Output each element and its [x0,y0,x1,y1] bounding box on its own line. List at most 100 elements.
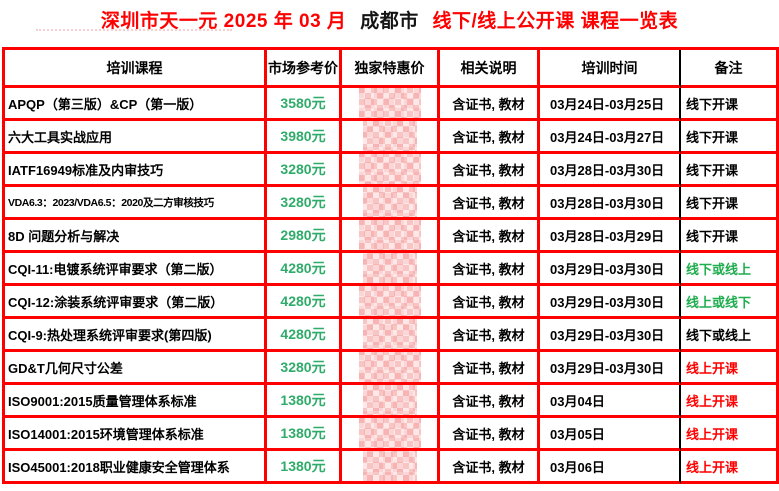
censored-price-blur [358,286,421,316]
special-price-cell [342,121,440,154]
censored-price-blur [358,352,421,382]
market-price-cell: 1380元 [267,385,342,418]
title-org-date: 深圳市天一元 2025 年 03 月 [100,11,347,32]
description-cell: 含证书, 教材 [440,352,540,385]
table-row: GD&T几何尺寸公差 3280元 含证书, 教材 03月29日-03月30日 线… [5,352,779,385]
course-name-cell: CQI-11:电镀系统评审要求（第二版） [5,253,267,286]
remark-cell: 线下开课 [681,88,779,121]
remark-cell: 线下或线上 [681,253,779,286]
censored-price-blur [358,220,421,250]
special-price-cell [342,385,440,418]
special-price-cell [342,286,440,319]
market-price-cell: 1380元 [267,451,342,484]
special-price-cell [342,88,440,121]
table-row: VDA6.3：2023/VDA6.5：2020及二方审核技巧 3280元 含证书… [5,187,779,220]
header-special-price: 独家特惠价 [342,50,440,88]
remark-cell: 线下开课 [681,154,779,187]
training-time-cell: 03月29日-03月30日 [540,253,681,286]
remark-cell: 线上开课 [681,418,779,451]
market-price-cell: 3280元 [267,187,342,220]
training-time-cell: 03月04日 [540,385,681,418]
remark-cell: 线上或线下 [681,286,779,319]
course-name-cell: 六大工具实战应用 [5,121,267,154]
description-cell: 含证书, 教材 [440,418,540,451]
course-name-cell: IATF16949标准及内审技巧 [5,154,267,187]
special-price-cell [342,352,440,385]
course-table: 培训课程 市场参考价 独家特惠价 相关说明 培训时间 备注 APQP（第三版）&… [2,47,779,484]
title-city: 成都市 [360,11,419,32]
course-name-cell: CQI-9:热处理系统评审要求(第四版) [5,319,267,352]
description-cell: 含证书, 教材 [440,154,540,187]
market-price-cell: 3280元 [267,154,342,187]
description-cell: 含证书, 教材 [440,88,540,121]
censored-price-blur [362,253,417,283]
remark-cell: 线下开课 [681,187,779,220]
table-row: APQP（第三版）&CP（第一版） 3580元 含证书, 教材 03月24日-0… [5,88,779,121]
remark-cell: 线下开课 [681,220,779,253]
special-price-cell [342,154,440,187]
censored-price-blur [358,418,421,448]
training-time-cell: 03月28日-03月30日 [540,187,681,220]
course-name-cell: CQI-12:涂装系统评审要求（第二版） [5,286,267,319]
market-price-cell: 4280元 [267,319,342,352]
description-cell: 含证书, 教材 [440,220,540,253]
training-time-cell: 03月28日-03月30日 [540,154,681,187]
dotted-underline-artifact [36,29,232,31]
table-row: ISO9001:2015质量管理体系标准 1380元 含证书, 教材 03月04… [5,385,779,418]
course-name-cell: APQP（第三版）&CP（第一版） [5,88,267,121]
training-time-cell: 03月06日 [540,451,681,484]
remark-cell: 线上开课 [681,385,779,418]
remark-cell: 线下或线上 [681,319,779,352]
table-row: ISO45001:2018职业健康安全管理体系 1380元 含证书, 教材 03… [5,451,779,484]
market-price-cell: 1380元 [267,418,342,451]
censored-price-blur [358,154,421,184]
censored-price-blur [362,451,417,481]
header-remark: 备注 [681,50,779,88]
course-name-cell: GD&T几何尺寸公差 [5,352,267,385]
training-time-cell: 03月29日-03月30日 [540,352,681,385]
course-name-cell: ISO14001:2015环境管理体系标准 [5,418,267,451]
market-price-cell: 2980元 [267,220,342,253]
description-cell: 含证书, 教材 [440,187,540,220]
header-time: 培训时间 [540,50,681,88]
table-row: CQI-11:电镀系统评审要求（第二版） 4280元 含证书, 教材 03月29… [5,253,779,286]
special-price-cell [342,187,440,220]
remark-cell: 线下开课 [681,121,779,154]
special-price-cell [342,451,440,484]
censored-price-blur [362,121,417,151]
table-row: CQI-12:涂装系统评审要求（第二版） 4280元 含证书, 教材 03月29… [5,286,779,319]
header-course: 培训课程 [5,50,267,88]
description-cell: 含证书, 教材 [440,286,540,319]
special-price-cell [342,253,440,286]
remark-cell: 线上开课 [681,352,779,385]
training-time-cell: 03月05日 [540,418,681,451]
description-cell: 含证书, 教材 [440,121,540,154]
censored-price-blur [362,385,417,415]
training-time-cell: 03月29日-03月30日 [540,286,681,319]
course-name-cell: 8D 问题分析与解决 [5,220,267,253]
training-time-cell: 03月29日-03月30日 [540,319,681,352]
special-price-cell [342,319,440,352]
censored-price-blur [362,319,417,349]
remark-cell: 线上开课 [681,451,779,484]
title-course-list: 线下/线上公开课 课程一览表 [432,11,679,32]
market-price-cell: 4280元 [267,286,342,319]
censored-price-blur [362,187,417,217]
course-name-cell: ISO9001:2015质量管理体系标准 [5,385,267,418]
description-cell: 含证书, 教材 [440,319,540,352]
table-row: CQI-9:热处理系统评审要求(第四版) 4280元 含证书, 教材 03月29… [5,319,779,352]
training-time-cell: 03月28日-03月29日 [540,220,681,253]
training-time-cell: 03月24日-03月27日 [540,121,681,154]
header-market-price: 市场参考价 [267,50,342,88]
table-row: 六大工具实战应用 3980元 含证书, 教材 03月24日-03月27日 线下开… [5,121,779,154]
market-price-cell: 3280元 [267,352,342,385]
censored-price-blur [358,88,421,118]
special-price-cell [342,418,440,451]
special-price-cell [342,220,440,253]
description-cell: 含证书, 教材 [440,253,540,286]
description-cell: 含证书, 教材 [440,385,540,418]
description-cell: 含证书, 教材 [440,451,540,484]
table-row: ISO14001:2015环境管理体系标准 1380元 含证书, 教材 03月0… [5,418,779,451]
course-name-cell: ISO45001:2018职业健康安全管理体系 [5,451,267,484]
